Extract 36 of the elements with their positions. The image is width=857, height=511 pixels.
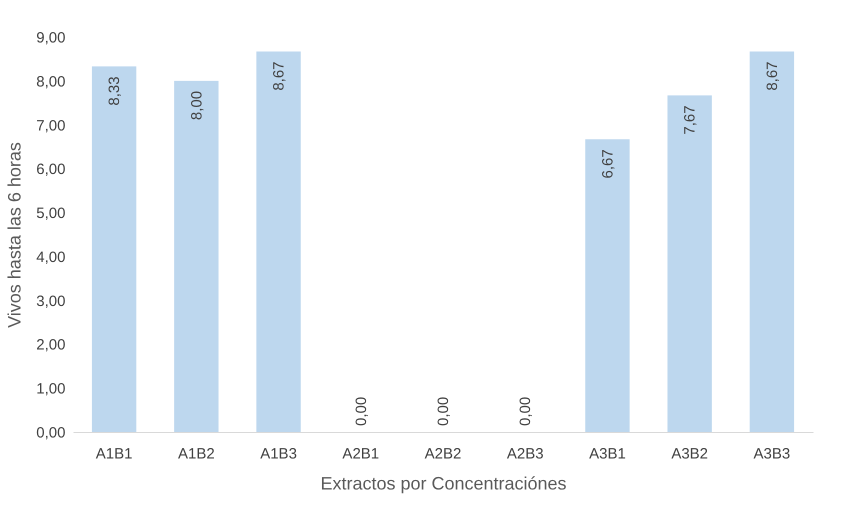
data-label: 0,00 xyxy=(435,396,452,426)
x-tick-label: A3B1 xyxy=(589,446,626,462)
x-tick-label: A2B2 xyxy=(424,446,462,462)
x-tick-label: A1B1 xyxy=(96,446,132,462)
data-label: 8,67 xyxy=(764,61,781,91)
y-tick-label: 3,00 xyxy=(36,292,66,310)
y-tick-label: 8,00 xyxy=(36,73,66,90)
bar xyxy=(667,95,712,432)
x-tick-label: A2B3 xyxy=(506,446,544,462)
bar xyxy=(174,80,219,432)
bar xyxy=(92,66,136,432)
y-tick-label: 9,00 xyxy=(36,30,66,46)
y-tick-label: 7,00 xyxy=(36,117,66,134)
y-axis-title: Vivos hasta las 6 horas xyxy=(4,142,24,328)
y-tick-label: 2,00 xyxy=(36,336,66,354)
y-tick-label: 5,00 xyxy=(36,205,66,222)
x-tick-label: A1B2 xyxy=(178,446,215,462)
x-tick-label: A3B2 xyxy=(671,446,708,462)
x-axis-title: Extractos por Concentraciónes xyxy=(320,474,567,494)
y-tick-label: 6,00 xyxy=(36,161,66,178)
x-tick-label: A2B1 xyxy=(342,446,380,462)
data-label: 8,67 xyxy=(270,61,288,91)
y-tick-label: 1,00 xyxy=(36,380,66,398)
data-label: 0,00 xyxy=(352,396,370,426)
data-label: 6,67 xyxy=(599,149,616,178)
x-tick-label: A3B3 xyxy=(754,446,790,462)
data-label: 8,00 xyxy=(188,90,206,120)
data-label: 0,00 xyxy=(517,396,534,426)
bar xyxy=(750,51,794,432)
bar xyxy=(256,51,301,432)
data-label: 7,67 xyxy=(682,105,699,135)
x-tick-label: A1B3 xyxy=(260,446,297,462)
y-tick-label: 4,00 xyxy=(36,248,66,266)
bar xyxy=(585,139,630,432)
data-label: 8,33 xyxy=(106,76,124,106)
y-tick-label: 0,00 xyxy=(36,424,66,442)
